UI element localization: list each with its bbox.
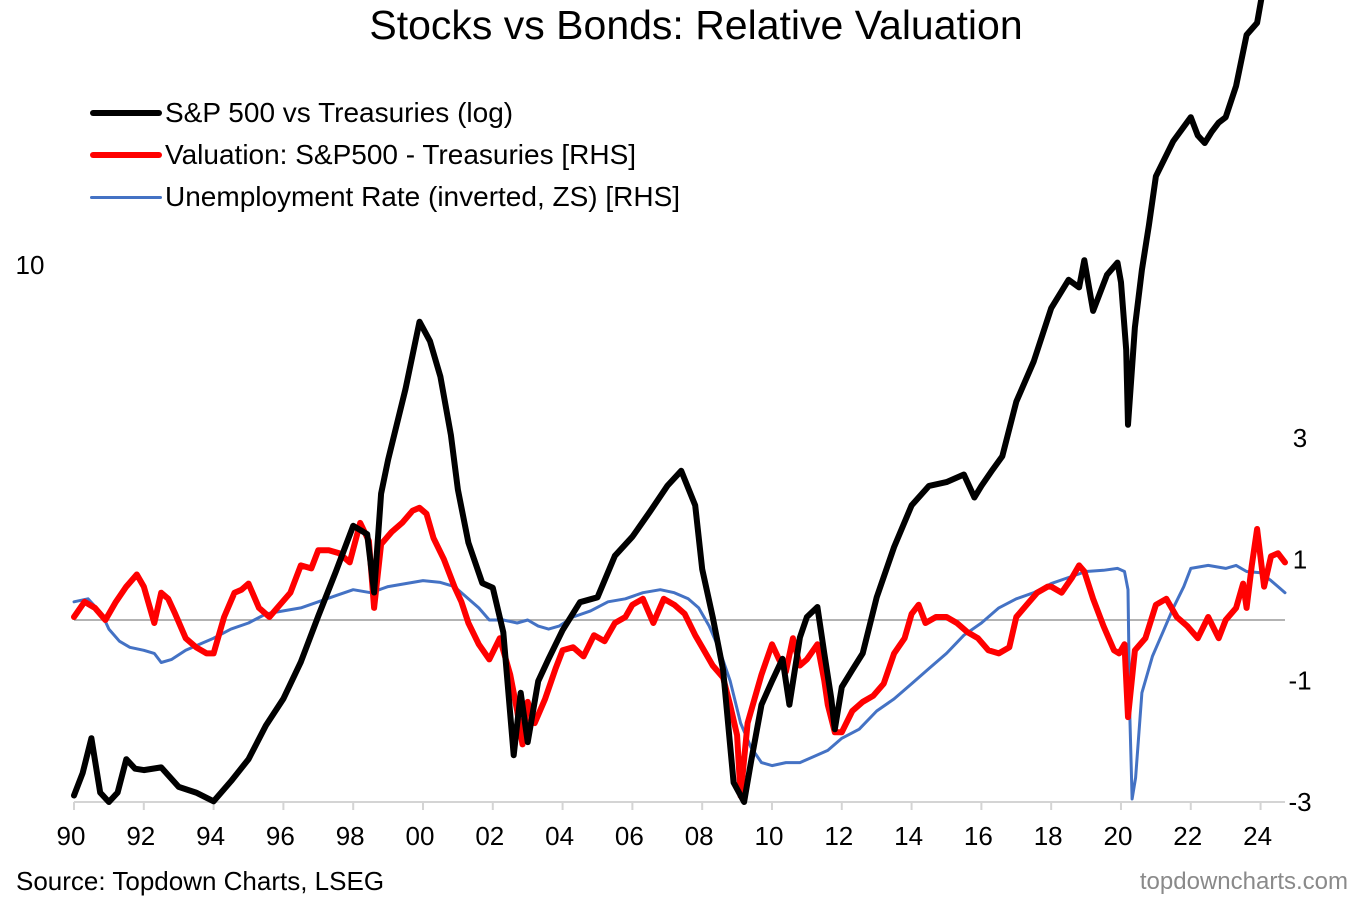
right-axis-tick-label: 1 bbox=[1293, 544, 1307, 574]
legend-swatch-sp500-vs-treasuries bbox=[90, 110, 162, 116]
x-tick-label: 92 bbox=[126, 821, 155, 851]
x-tick-label: 90 bbox=[57, 821, 86, 851]
x-tick-label: 16 bbox=[964, 821, 993, 851]
x-tick-label: 06 bbox=[615, 821, 644, 851]
x-tick-label: 98 bbox=[336, 821, 365, 851]
right-axis-tick-label: -1 bbox=[1288, 666, 1311, 696]
series-line-valuation bbox=[71, 504, 1288, 799]
left-axis-tick-label: 10 bbox=[16, 250, 45, 280]
x-tick-label: 22 bbox=[1173, 821, 1202, 851]
x-tick-label: 02 bbox=[475, 821, 504, 851]
legend-item-unemployment: Unemployment Rate (inverted, ZS) [RHS] bbox=[90, 176, 680, 218]
watermark: topdowncharts.com bbox=[1139, 868, 1348, 895]
x-tick-label: 10 bbox=[755, 821, 784, 851]
x-tick-label: 96 bbox=[266, 821, 295, 851]
series-layer bbox=[71, 0, 1288, 805]
x-tick-label: 04 bbox=[545, 821, 574, 851]
chart-title: Stocks vs Bonds: Relative Valuation bbox=[369, 2, 1023, 48]
right-axis-tick-label: 3 bbox=[1293, 423, 1307, 453]
x-tick-label: 18 bbox=[1034, 821, 1063, 851]
legend-label-sp500-vs-treasuries: S&P 500 vs Treasuries (log) bbox=[165, 97, 514, 128]
legend-swatch-unemployment bbox=[90, 195, 162, 199]
right-axis-tick-label: -3 bbox=[1288, 787, 1311, 817]
source-note: Source: Topdown Charts, LSEG bbox=[16, 866, 385, 896]
x-tick-label: 14 bbox=[894, 821, 923, 851]
x-tick-label: 00 bbox=[406, 821, 435, 851]
legend-swatch-valuation bbox=[90, 152, 162, 158]
x-tick-label: 24 bbox=[1243, 821, 1272, 851]
legend-item-valuation: Valuation: S&P500 - Treasuries [RHS] bbox=[90, 134, 680, 176]
legend-label-valuation: Valuation: S&P500 - Treasuries [RHS] bbox=[165, 139, 637, 170]
x-tick-label: 20 bbox=[1104, 821, 1133, 851]
x-tick-label: 94 bbox=[196, 821, 225, 851]
legend: S&P 500 vs Treasuries (log) Valuation: S… bbox=[90, 92, 680, 218]
series-line-sp500-vs-treasuries bbox=[71, 0, 1265, 805]
tick-labels-layer: 90 92 94 96 98 00 02 04 06 08 10 12 14 16 18 20 22 24 3 1 -1… bbox=[16, 250, 1312, 851]
legend-item-sp500-vs-treasuries: S&P 500 vs Treasuries (log) bbox=[90, 92, 680, 134]
x-tick-label: 12 bbox=[824, 821, 853, 851]
legend-label-unemployment: Unemployment Rate (inverted, ZS) [RHS] bbox=[165, 181, 681, 212]
x-tick-label: 08 bbox=[685, 821, 714, 851]
axes-layer bbox=[73, 619, 1285, 810]
